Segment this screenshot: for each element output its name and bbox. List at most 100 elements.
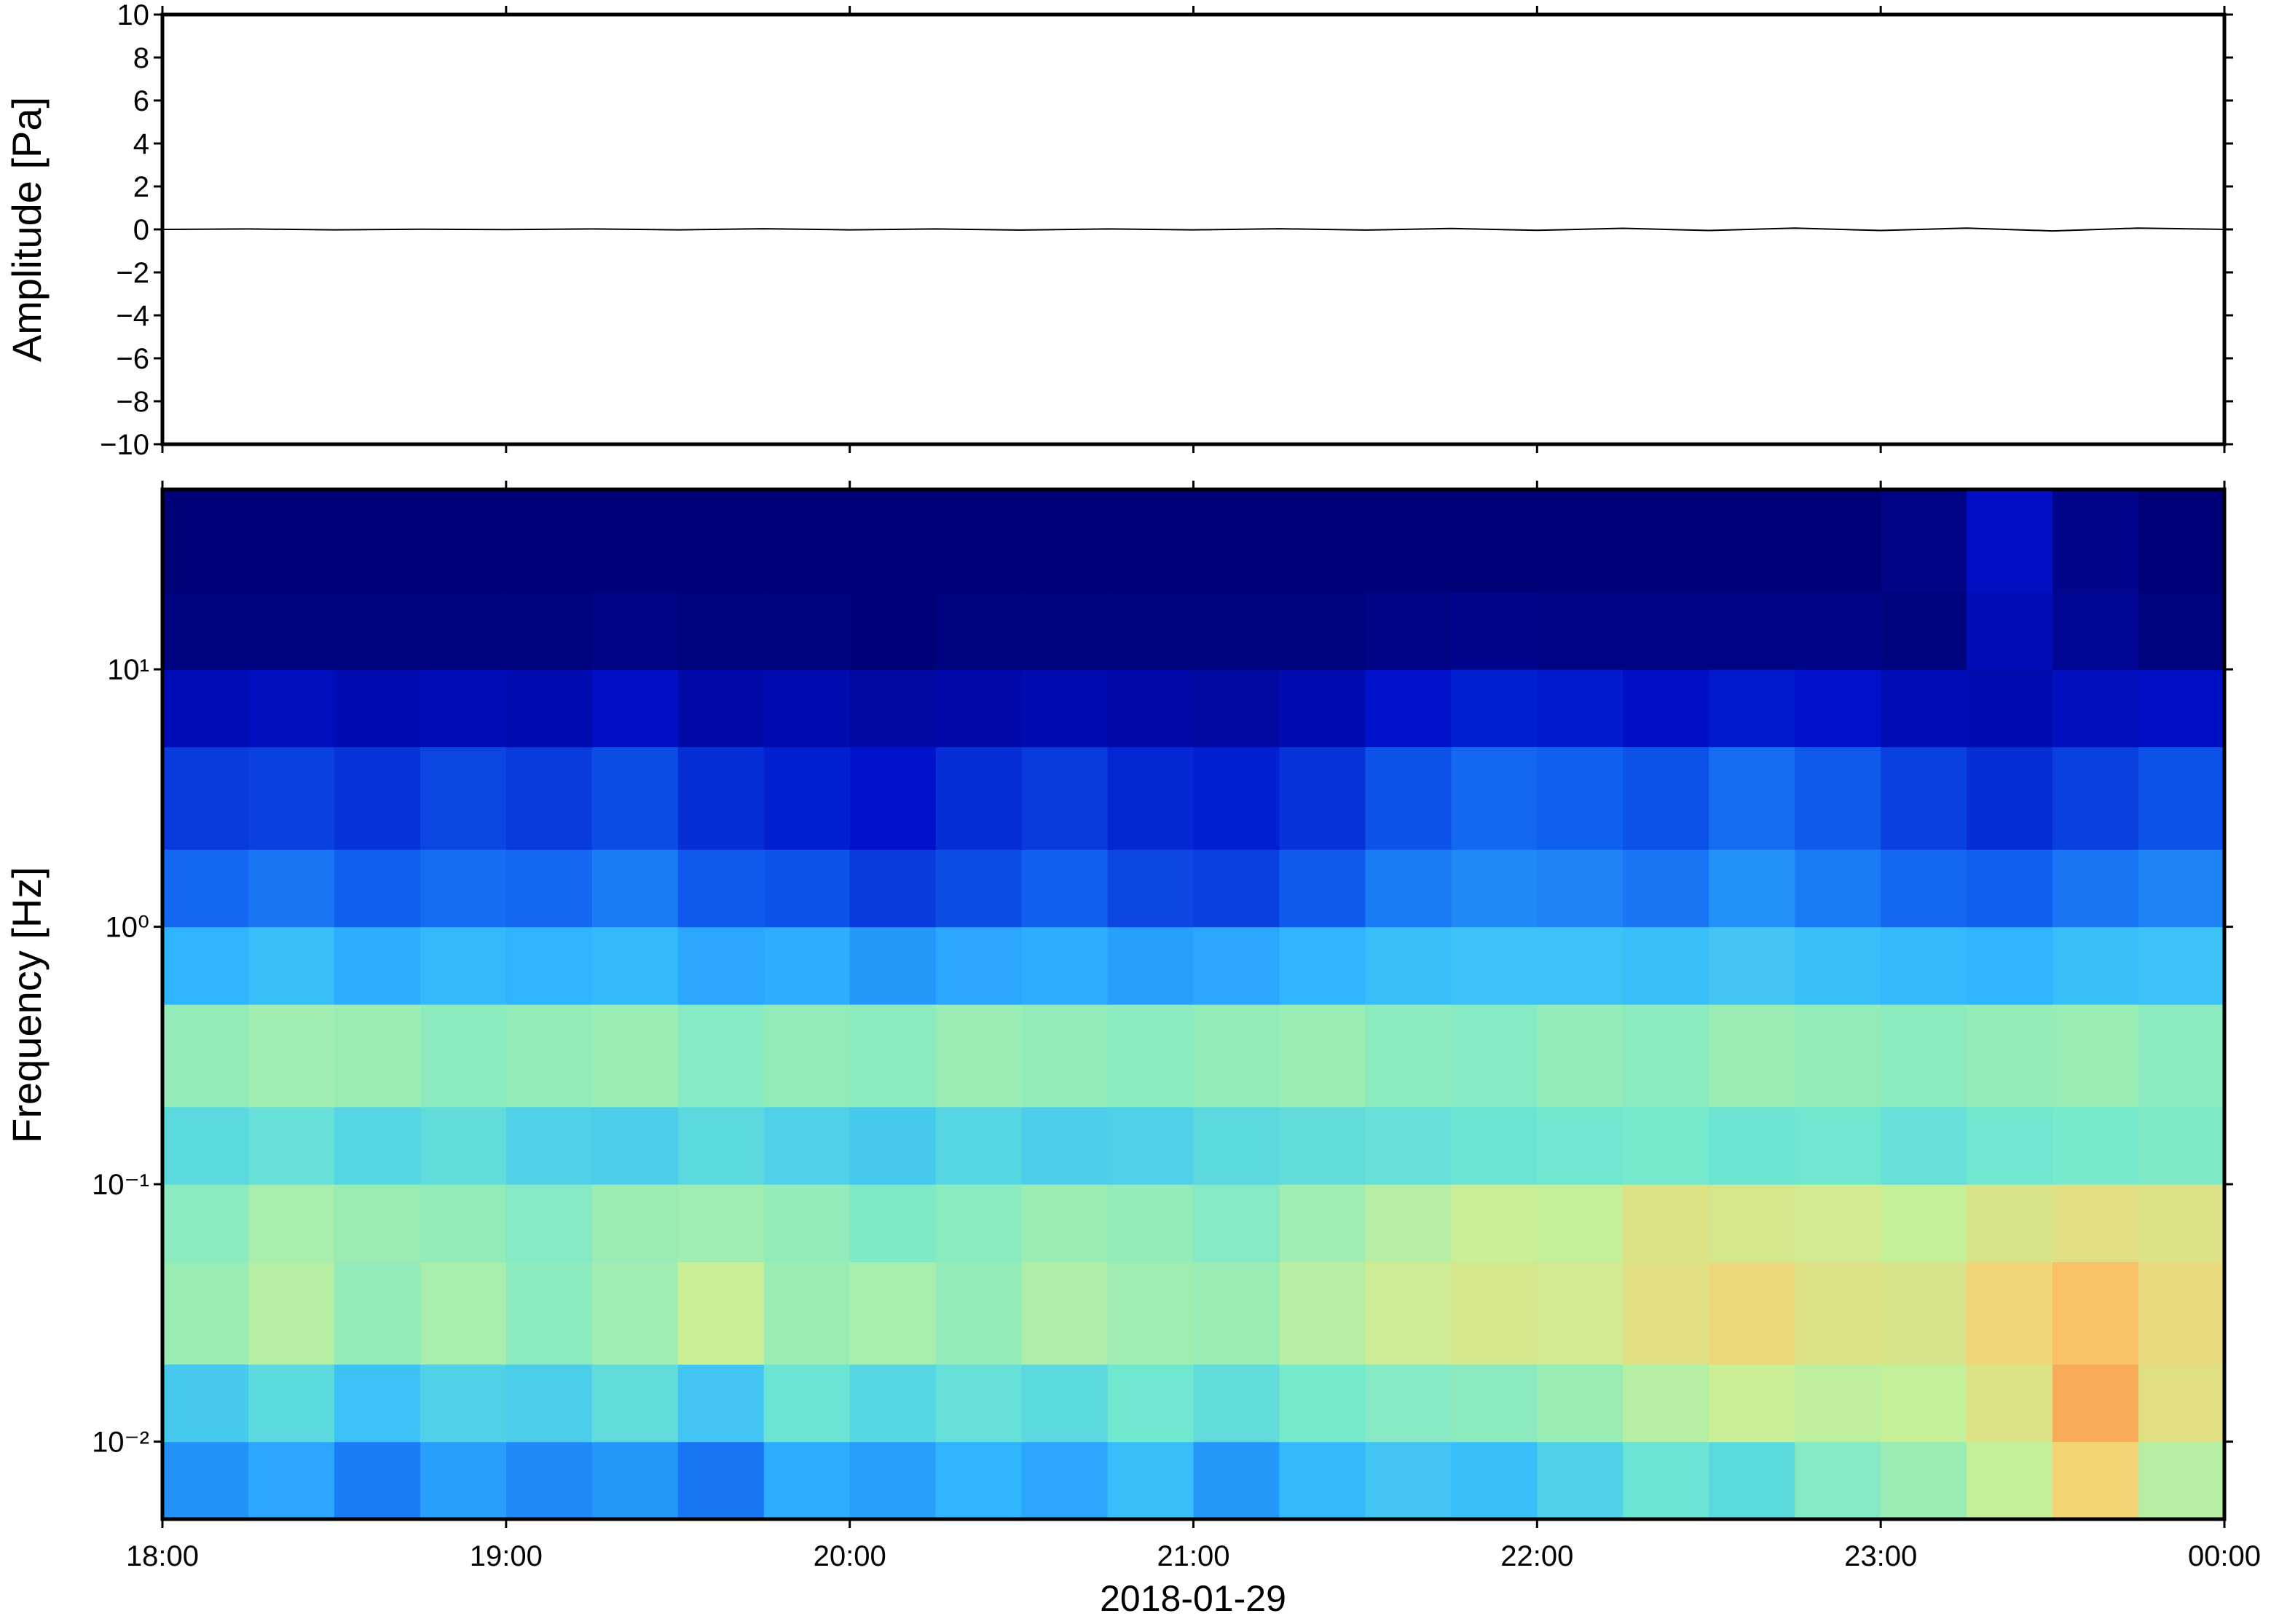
spectrogram-cell xyxy=(1623,591,1709,670)
spectrogram-cell xyxy=(1537,1441,1623,1520)
spectrogram-cell xyxy=(2052,1106,2139,1185)
spectrogram-cell xyxy=(1365,1106,1452,1185)
spectrogram-cell xyxy=(1107,1441,1194,1520)
spectrogram-cell xyxy=(1193,1441,1280,1520)
spectrogram-cell xyxy=(248,591,335,670)
spectrogram-cell xyxy=(677,849,765,928)
spectrogram-cell xyxy=(334,849,421,928)
spectrogram-cell xyxy=(849,849,937,928)
spectrogram-cell xyxy=(2138,1261,2225,1365)
spectrogram-cell xyxy=(1967,489,2053,593)
spectrogram-cell xyxy=(2052,746,2139,850)
spectrogram-cell xyxy=(1967,849,2053,928)
spectrogram-cell xyxy=(1709,849,1795,928)
spectrogram-cell xyxy=(935,849,1023,928)
spectrogram-cell xyxy=(1967,591,2053,670)
spectrogram-cell xyxy=(2138,669,2225,748)
spectrogram-cell xyxy=(677,1184,765,1263)
spectrogram-cell xyxy=(2138,926,2225,1005)
spectrogram-cell xyxy=(1709,1364,1795,1443)
spectrogram-cell xyxy=(1795,1261,1881,1365)
spectrogram-cell xyxy=(248,746,335,850)
date-axis-label: 2018-01-29 xyxy=(1100,1578,1286,1619)
spectrogram-cell xyxy=(763,926,851,1005)
spectrogram-cell xyxy=(591,1184,679,1263)
spectrogram-cell xyxy=(935,1364,1023,1443)
spectrogram-cell xyxy=(1623,926,1709,1005)
spectrogram-cell xyxy=(1021,1441,1109,1520)
spectrogram-cell xyxy=(248,669,335,748)
spectrogram-cell xyxy=(1107,1004,1194,1108)
spectrogram-cell xyxy=(763,1106,851,1185)
spectrogram-cell xyxy=(2138,1184,2225,1263)
spectrogram-cell xyxy=(1021,849,1109,928)
spectrogram-cell xyxy=(248,926,335,1005)
spectrogram-cell xyxy=(1623,1364,1709,1443)
spectrogram-cell xyxy=(1365,1364,1452,1443)
spectrogram-cell xyxy=(162,1364,249,1443)
spectrogram-cell xyxy=(1193,746,1280,850)
spectrogram-cell xyxy=(1881,926,1967,1005)
spectrogram-cell xyxy=(1365,1261,1452,1365)
spectrogram-cell xyxy=(1451,1184,1538,1263)
spectrogram-cell xyxy=(1881,669,1967,748)
spectrogram-cell xyxy=(248,1184,335,1263)
spectrogram-cell xyxy=(1107,489,1194,593)
spectrogram-cell xyxy=(1709,1184,1795,1263)
spectrogram-cell xyxy=(334,591,421,670)
spectrogram-cell xyxy=(849,1441,937,1520)
spectrogram-cell xyxy=(162,1184,249,1263)
spectrogram-cell xyxy=(334,1441,421,1520)
spectrogram-cell xyxy=(1537,1364,1623,1443)
spectrogram-cell xyxy=(1279,669,1366,748)
spectrogram-cell xyxy=(248,1261,335,1365)
spectrogram-cell xyxy=(420,926,507,1005)
spectrogram-cell xyxy=(1967,1184,2053,1263)
spectrogram-cell xyxy=(1451,1441,1538,1520)
spectrogram-cell xyxy=(1021,926,1109,1005)
spectrogram-cell xyxy=(849,489,937,593)
spectrogram-cell xyxy=(935,591,1023,670)
spectrogram-cell xyxy=(162,926,249,1005)
spectrogram-cell xyxy=(505,489,593,593)
spectrogram-cell xyxy=(334,1364,421,1443)
spectrogram-cell xyxy=(162,489,249,593)
spectrogram-cell xyxy=(763,1441,851,1520)
spectrogram-cell xyxy=(763,746,851,850)
spectrogram-cell xyxy=(1279,1261,1366,1365)
spectrogram-cell xyxy=(1279,849,1366,928)
spectrogram-cell xyxy=(1193,489,1280,593)
spectrogram-cell xyxy=(1279,489,1366,593)
spectrogram-cell xyxy=(1795,746,1881,850)
spectrogram-cell xyxy=(505,669,593,748)
spectrogram-cell xyxy=(2138,1364,2225,1443)
spectrogram-cell xyxy=(1709,926,1795,1005)
spectrogram-cell xyxy=(1537,746,1623,850)
spectrogram-cell xyxy=(1709,1441,1795,1520)
y-tick-label: 10⁻¹ xyxy=(92,1169,149,1201)
x-tick-label: 22:00 xyxy=(1500,1540,1573,1572)
spectrogram-cell xyxy=(334,669,421,748)
spectrogram-cell xyxy=(1537,489,1623,593)
spectrogram-cell xyxy=(1537,926,1623,1005)
spectrogram-cell xyxy=(1279,926,1366,1005)
spectrogram-cell xyxy=(420,1364,507,1443)
spectrogram-cell xyxy=(1537,849,1623,928)
spectrogram-cell xyxy=(420,1106,507,1185)
spectrogram-cell xyxy=(1623,1261,1709,1365)
spectrogram-cell xyxy=(1709,746,1795,850)
spectrogram-cell xyxy=(1709,1004,1795,1108)
spectrogram-cell xyxy=(1021,489,1109,593)
spectrogram-cell xyxy=(2052,1441,2139,1520)
spectrogram-cell xyxy=(935,1261,1023,1365)
spectrogram-cell xyxy=(1623,669,1709,748)
spectrogram-cell xyxy=(420,849,507,928)
spectrogram-cell xyxy=(1967,669,2053,748)
spectrogram-cell xyxy=(248,1106,335,1185)
spectrogram-cell xyxy=(1365,1184,1452,1263)
spectrogram-cell xyxy=(1365,669,1452,748)
spectrogram-cell xyxy=(1451,591,1538,670)
spectrogram-cell xyxy=(1623,746,1709,850)
spectrogram-cell xyxy=(763,1261,851,1365)
